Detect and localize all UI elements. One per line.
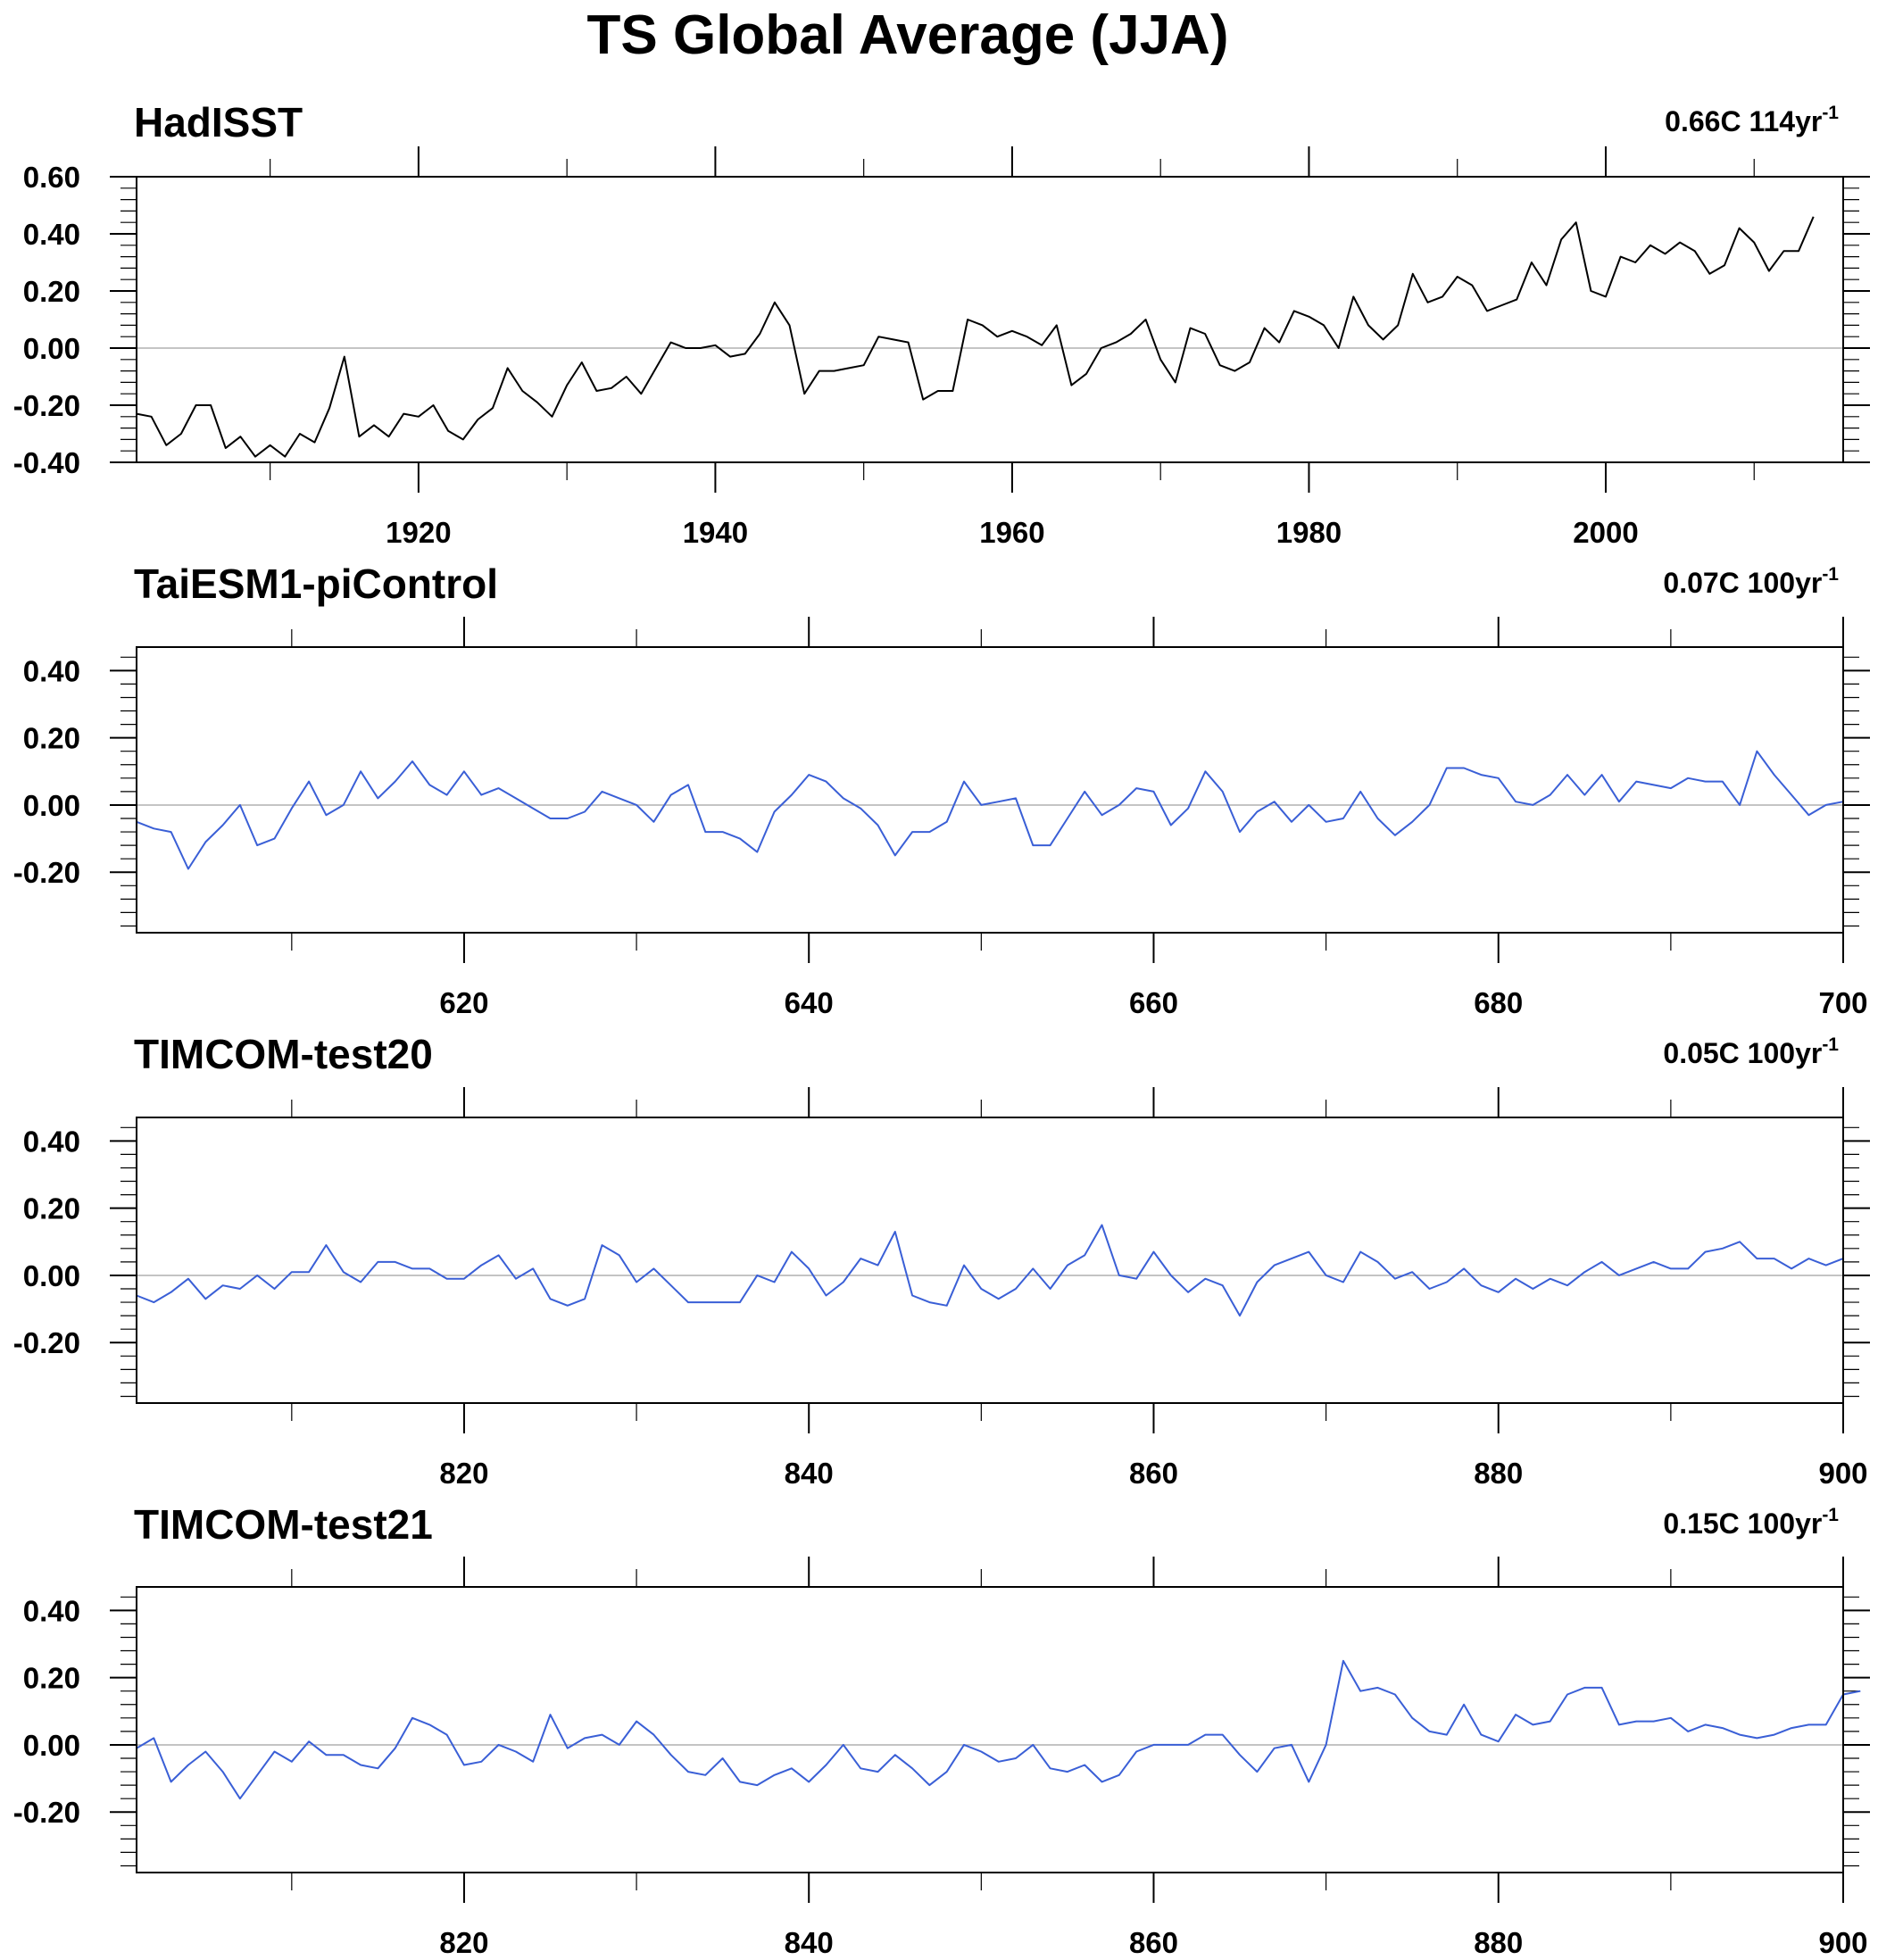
trend-label: 0.07C 100yr-1 <box>1663 564 1839 599</box>
panel-title: TIMCOM-test21 <box>134 1501 433 1548</box>
trend-exponent: -1 <box>1822 1505 1839 1525</box>
plot-frame <box>136 1586 1844 1873</box>
x-tick-label: 840 <box>785 1926 834 1959</box>
panel-1: HadISST 0.66C 114yr-1 -0.40 -0.20 0.00 0.20 0.… <box>13 99 1870 549</box>
x-tick-label: 820 <box>439 1457 488 1490</box>
x-tick-label: 1980 <box>1276 516 1342 549</box>
x-tick-label: 840 <box>785 1457 834 1490</box>
x-tick-label: 640 <box>785 986 834 1019</box>
x-tick-label: 620 <box>439 986 488 1019</box>
panel-2: TaiESM1-piControl 0.07C 100yr-1 -0.20 0.00 0… <box>13 561 1870 1019</box>
x-tick-label: 900 <box>1818 1926 1867 1959</box>
x-tick-label: 680 <box>1474 986 1523 1019</box>
panel-title: HadISST <box>134 99 303 145</box>
y-tick-label: -0.20 <box>13 856 80 889</box>
y-tick-label: -0.20 <box>13 1326 80 1359</box>
x-tick-label: 660 <box>1129 986 1178 1019</box>
x-tick-label: 700 <box>1818 986 1867 1019</box>
x-tick-label: 880 <box>1474 1926 1523 1959</box>
trend-value: 0.15C 100yr <box>1663 1507 1822 1540</box>
y-tick-label: 0.20 <box>23 275 80 308</box>
panel-3: TIMCOM-test20 0.05C 100yr-1 -0.20 0.00 0.20 0… <box>13 1031 1870 1490</box>
trend-label: 0.66C 114yr-1 <box>1665 103 1839 137</box>
x-tick-label: 900 <box>1818 1457 1867 1490</box>
y-tick-label: 0.40 <box>23 1594 80 1627</box>
x-tick-label: 1960 <box>979 516 1044 549</box>
x-tick-label: 1940 <box>683 516 748 549</box>
trend-label: 0.15C 100yr-1 <box>1663 1505 1839 1540</box>
trend-value: 0.05C 100yr <box>1663 1037 1822 1069</box>
y-tick-label: 0.60 <box>23 161 80 194</box>
y-tick-label: 0.20 <box>23 722 80 755</box>
y-tick-label: 0.00 <box>23 1259 80 1292</box>
x-tick-label: 860 <box>1129 1926 1178 1959</box>
x-tick-label: 2000 <box>1573 516 1638 549</box>
panel-title: TaiESM1-piControl <box>134 561 498 607</box>
plot-frame <box>136 646 1844 934</box>
plot-frame <box>136 176 1844 463</box>
x-tick-label: 860 <box>1129 1457 1178 1490</box>
y-tick-label: 0.00 <box>23 789 80 822</box>
trend-value: 0.66C 114yr <box>1665 105 1822 137</box>
x-tick-label: 880 <box>1474 1457 1523 1490</box>
trend-exponent: -1 <box>1822 564 1839 585</box>
y-tick-label: 0.20 <box>23 1662 80 1695</box>
y-tick-label: 0.40 <box>23 654 80 687</box>
y-tick-label: 0.40 <box>23 1125 80 1158</box>
y-tick-label: 0.00 <box>23 332 80 365</box>
panel-4: TIMCOM-test21 0.15C 100yr-1 -0.20 0.00 0.20 0… <box>13 1501 1870 1959</box>
y-tick-label: -0.20 <box>13 1796 80 1829</box>
panel-title: TIMCOM-test20 <box>134 1031 433 1077</box>
series-line <box>136 750 1844 870</box>
series-line <box>136 216 1815 458</box>
y-tick-label: 0.20 <box>23 1192 80 1225</box>
x-tick-label: 820 <box>439 1926 488 1959</box>
y-tick-label: 0.40 <box>23 218 80 251</box>
trend-exponent: -1 <box>1822 103 1839 123</box>
series-line <box>136 1659 1861 1800</box>
plot-frame <box>136 1117 1844 1404</box>
trend-exponent: -1 <box>1822 1034 1839 1055</box>
trend-value: 0.07C 100yr <box>1663 567 1822 599</box>
y-tick-label: 0.00 <box>23 1729 80 1762</box>
trend-label: 0.05C 100yr-1 <box>1663 1034 1839 1069</box>
y-tick-label: -0.20 <box>13 389 80 422</box>
series-line <box>136 1224 1844 1317</box>
figure-title: TS Global Average (JJA) <box>587 4 1229 66</box>
x-tick-label: 1920 <box>386 516 451 549</box>
y-tick-label: -0.40 <box>13 446 80 479</box>
